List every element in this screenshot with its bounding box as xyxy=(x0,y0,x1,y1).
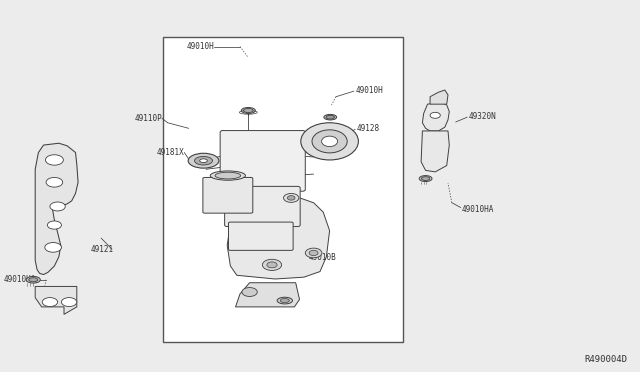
Circle shape xyxy=(284,193,299,202)
Text: 49010HA: 49010HA xyxy=(462,205,495,214)
Circle shape xyxy=(305,248,322,258)
Ellipse shape xyxy=(324,114,337,120)
Ellipse shape xyxy=(277,297,292,304)
Circle shape xyxy=(61,298,77,307)
Ellipse shape xyxy=(312,130,348,153)
Polygon shape xyxy=(430,90,448,104)
Circle shape xyxy=(42,298,58,307)
Text: 49320N: 49320N xyxy=(468,112,496,121)
Polygon shape xyxy=(35,143,78,275)
Circle shape xyxy=(50,202,65,211)
Text: 49010HA: 49010HA xyxy=(3,275,36,284)
Ellipse shape xyxy=(241,108,255,113)
Circle shape xyxy=(267,262,277,268)
Ellipse shape xyxy=(243,109,253,112)
Circle shape xyxy=(242,288,257,296)
Ellipse shape xyxy=(26,276,40,283)
FancyBboxPatch shape xyxy=(225,186,300,227)
Circle shape xyxy=(309,250,318,256)
Circle shape xyxy=(430,112,440,118)
Circle shape xyxy=(45,155,63,165)
Text: 49010B: 49010B xyxy=(308,253,336,262)
Polygon shape xyxy=(421,131,449,172)
Ellipse shape xyxy=(29,278,38,282)
Text: 49121: 49121 xyxy=(91,245,114,254)
Ellipse shape xyxy=(195,156,212,165)
Polygon shape xyxy=(227,193,330,279)
Ellipse shape xyxy=(188,153,219,168)
Text: 49181X: 49181X xyxy=(157,148,184,157)
Ellipse shape xyxy=(280,298,289,303)
Ellipse shape xyxy=(200,159,207,163)
Text: 49128: 49128 xyxy=(357,124,380,133)
Circle shape xyxy=(262,259,282,270)
Ellipse shape xyxy=(422,177,430,180)
Polygon shape xyxy=(422,102,449,131)
FancyBboxPatch shape xyxy=(228,222,293,250)
Text: 49010H: 49010H xyxy=(186,42,214,51)
Circle shape xyxy=(46,177,63,187)
Ellipse shape xyxy=(322,136,338,147)
Polygon shape xyxy=(236,283,300,307)
Ellipse shape xyxy=(301,123,358,160)
Polygon shape xyxy=(35,286,77,314)
FancyBboxPatch shape xyxy=(220,131,305,191)
Circle shape xyxy=(45,243,61,252)
Text: R490004D: R490004D xyxy=(584,355,627,364)
Circle shape xyxy=(47,221,61,229)
Ellipse shape xyxy=(326,115,335,119)
Ellipse shape xyxy=(419,176,432,182)
Ellipse shape xyxy=(210,171,245,180)
Circle shape xyxy=(287,196,295,200)
Text: 49110P: 49110P xyxy=(134,114,162,123)
Text: 49010H: 49010H xyxy=(355,86,383,94)
Ellipse shape xyxy=(215,172,241,179)
Bar xyxy=(163,37,403,342)
FancyBboxPatch shape xyxy=(203,177,253,213)
